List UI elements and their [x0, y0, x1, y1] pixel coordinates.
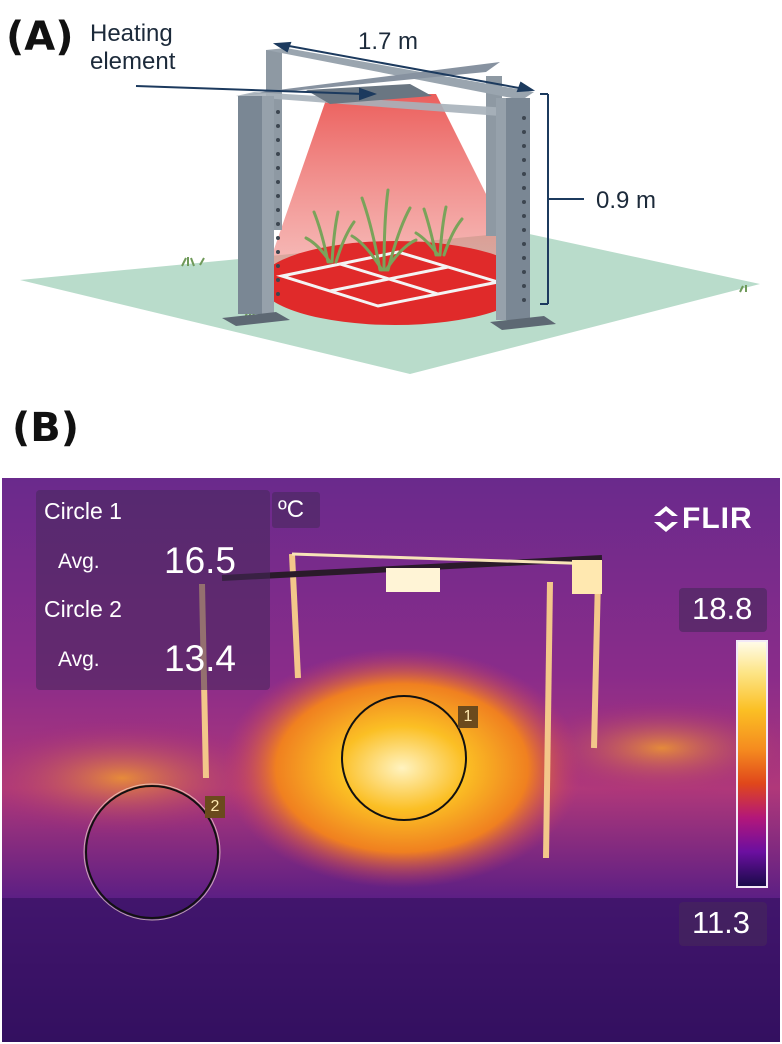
circle1-tag: 1: [458, 706, 478, 728]
circle2-avg-label: Avg.: [58, 648, 100, 671]
hot-plot: [222, 648, 582, 888]
unit-box: [272, 492, 320, 528]
thermal-image: Circle 1 Avg. 16.5 Circle 2 Avg. 13.4 ºC…: [2, 478, 780, 1042]
thermal-heater-box: [572, 560, 602, 594]
unit-label: ºC: [278, 496, 305, 523]
heater-diagram: [20, 41, 760, 374]
circle1-avg-label: Avg.: [58, 550, 100, 573]
frame-leg-front-left-inner: [262, 96, 274, 314]
readout-panel: [36, 490, 270, 690]
foot-plate-right: [490, 316, 556, 330]
circle1-avg-value: 16.5: [164, 540, 237, 581]
frame-leg-front-right: [506, 98, 530, 320]
scale-min-value: 11.3: [692, 905, 751, 940]
heating-element-label: Heating element: [90, 20, 175, 76]
heating-leader-line: [135, 85, 377, 101]
leg-holes: [276, 110, 526, 302]
frame-beam-top: [266, 48, 534, 100]
measurement-circle-1: [341, 695, 467, 821]
scale-max-value: 18.8: [692, 591, 753, 626]
panel-b-label: (B): [12, 405, 80, 451]
panel-a-label: (A): [6, 14, 74, 60]
frame-leg-front-left: [238, 96, 262, 314]
foot-plate-left: [222, 312, 290, 326]
measurement-circle-2: [85, 785, 219, 919]
height-dimension-label: 0.9 m: [596, 187, 657, 214]
heating-label-line1: Heating: [90, 20, 173, 47]
flir-logo-icon: [654, 506, 678, 532]
height-dimension-bracket: [540, 93, 584, 305]
width-dimension-arrow: [272, 41, 536, 93]
thermal-beam-lit: [291, 552, 599, 566]
circle2-avg-value: 13.4: [164, 638, 237, 679]
width-dimension-label: 1.7 m: [358, 28, 419, 55]
flir-brand: FLIR: [682, 502, 753, 535]
heating-label-line2: element: [90, 48, 176, 75]
thermal-heater-unit: [386, 568, 440, 592]
frame-leg-front-right-inner: [496, 98, 506, 320]
circle2-label: Circle 2: [44, 596, 122, 622]
circle1-label: Circle 1: [44, 498, 122, 524]
foreground-vegetation: [2, 898, 780, 1042]
heat-cone: [264, 94, 528, 278]
scale-max-box: [679, 588, 767, 632]
frame-beam-cross: [240, 62, 500, 96]
frame-beam-front: [236, 92, 510, 116]
temperature-scale-bar: [736, 640, 768, 888]
warm-band-right: [522, 698, 780, 798]
circle2-tag: 2: [205, 796, 225, 818]
scale-min-box: [679, 902, 767, 946]
plants: [304, 188, 464, 272]
